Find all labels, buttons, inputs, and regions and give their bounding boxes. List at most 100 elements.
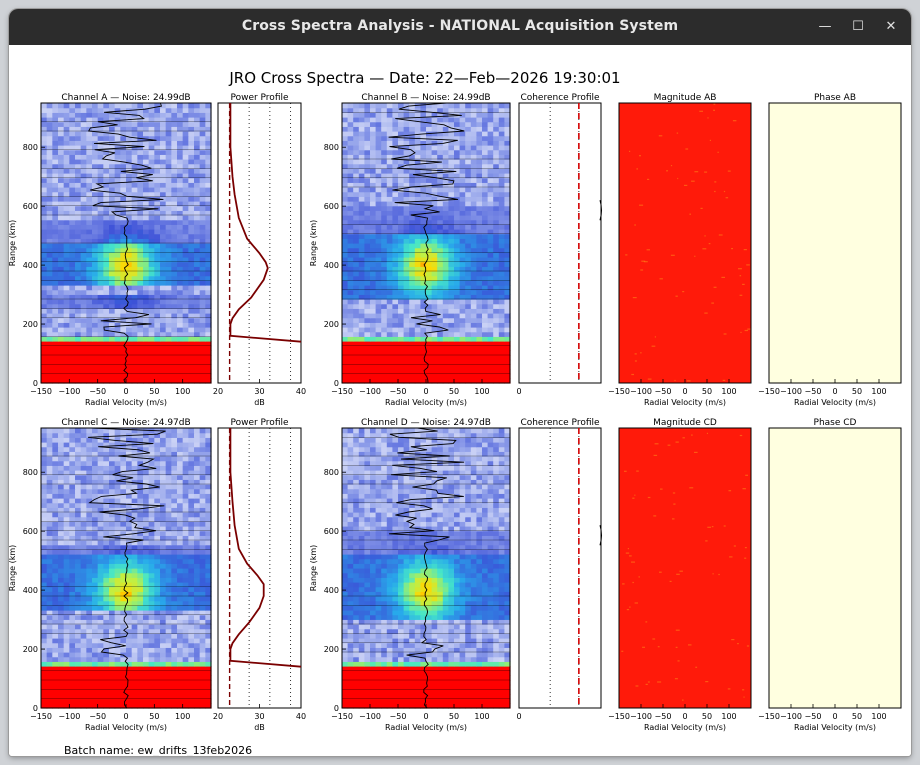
spectra-cell <box>131 229 138 235</box>
spectra-cell <box>403 359 410 365</box>
spectra-cell <box>75 289 82 295</box>
spectra-cell <box>498 154 505 160</box>
spectra-cell <box>75 238 82 244</box>
spectra-cell <box>165 215 172 221</box>
spectra-cell <box>126 638 133 644</box>
spectra-cell <box>375 219 382 225</box>
spectra-cell <box>92 345 99 351</box>
spectra-cell <box>370 285 377 291</box>
spectra-cell <box>103 187 110 193</box>
spectra-cell <box>41 313 48 319</box>
spectra-cell <box>114 364 121 370</box>
spectra-cell <box>80 317 87 323</box>
spectra-cell <box>143 350 150 356</box>
spectra-cell <box>165 112 172 118</box>
spectra-cell <box>137 530 144 536</box>
spectra-cell <box>171 652 178 658</box>
spectra-cell <box>493 205 500 211</box>
spectra-cell <box>86 103 93 109</box>
spectra-cell <box>63 201 70 207</box>
spectra-cell <box>504 131 511 137</box>
spectra-cell <box>498 163 505 169</box>
spectra-cell <box>205 633 212 639</box>
spectra-cell <box>92 173 99 179</box>
spectra-cell <box>420 271 427 277</box>
spectra-cell <box>41 666 48 672</box>
spectra-cell <box>342 327 349 333</box>
spectra-cell <box>205 684 212 690</box>
spectra-cell <box>420 112 427 118</box>
spectra-cell <box>414 364 421 370</box>
spectra-cell <box>160 689 167 695</box>
minimize-button[interactable]: — <box>818 19 832 34</box>
spectra-cell <box>205 303 212 309</box>
spectra-cell <box>182 196 189 202</box>
spectra-cell <box>97 219 104 225</box>
spectra-cell <box>414 219 421 225</box>
spectra-cell <box>498 229 505 235</box>
spectra-cell <box>69 369 76 375</box>
spectra-cell <box>103 257 110 263</box>
spectra-cell <box>154 684 161 690</box>
spectra-cell <box>370 163 377 169</box>
spectra-cell <box>431 149 438 155</box>
spectra-cell <box>470 112 477 118</box>
spectra-cell <box>426 322 433 328</box>
spectra-cell <box>165 252 172 258</box>
spectra-cell <box>97 247 104 253</box>
velocity-tick-label: −100 <box>58 387 80 396</box>
spectra-cell <box>442 243 449 249</box>
spectra-cell <box>171 331 178 337</box>
spectra-cell <box>86 355 93 361</box>
close-button[interactable]: ✕ <box>885 19 897 34</box>
spectra-cell <box>442 331 449 337</box>
spectra-cell <box>75 322 82 328</box>
spectra-cell <box>80 582 87 588</box>
spectra-cell <box>409 159 416 165</box>
spectra-cell <box>160 331 167 337</box>
spectra-cell <box>86 294 93 300</box>
spectra-cell <box>154 369 161 375</box>
spectra-cell <box>52 182 59 188</box>
spectra-cell <box>504 331 511 337</box>
spectra-cell <box>375 345 382 351</box>
maximize-button[interactable]: ☐ <box>852 19 864 34</box>
spectra-cell <box>353 159 360 165</box>
spectra-cell <box>92 614 99 620</box>
spectra-cell <box>69 549 76 555</box>
spectra-cell <box>109 572 116 578</box>
spectra-cell <box>109 656 116 662</box>
spectra-cell <box>182 526 189 532</box>
spectra-cell <box>165 191 172 197</box>
spectra-cell <box>493 177 500 183</box>
spectra-cell <box>194 568 201 574</box>
spectra-cell <box>154 610 161 616</box>
spectra-cell <box>414 317 421 323</box>
spectra-cell <box>126 191 133 197</box>
spectra-cell <box>97 121 104 127</box>
spectra-cell <box>431 191 438 197</box>
spectra-cell <box>154 308 161 314</box>
spectra-cell <box>86 331 93 337</box>
spectra-cell <box>426 280 433 286</box>
spectra-cell <box>97 187 104 193</box>
spectra-cell <box>454 117 461 123</box>
spectra-cell <box>420 191 427 197</box>
spectra-cell <box>58 280 65 286</box>
spectra-cell <box>52 313 59 319</box>
spectra-cell <box>459 149 466 155</box>
spectra-cell <box>69 670 76 676</box>
spectra-cell <box>148 159 155 165</box>
spectra-cell <box>188 107 195 113</box>
magnitude-speckle <box>694 171 699 173</box>
spectra-cell <box>97 252 104 258</box>
spectra-cell <box>41 117 48 123</box>
spectra-cell <box>131 656 138 662</box>
spectra-cell <box>86 703 93 709</box>
magnitude-speckle <box>625 254 628 256</box>
spectra-cell <box>482 187 489 193</box>
spectra-cell <box>75 266 82 272</box>
spectra-cell <box>431 261 438 267</box>
spectra-cell <box>437 294 444 300</box>
window-titlebar[interactable]: Cross Spectra Analysis - NATIONAL Acquis… <box>9 9 911 45</box>
